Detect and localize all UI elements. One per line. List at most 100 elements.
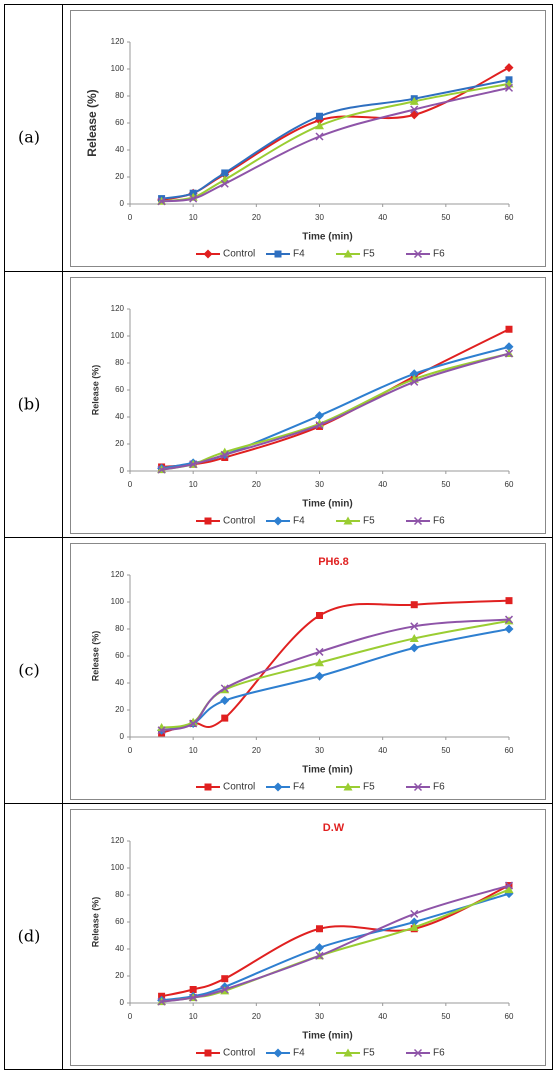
marker [504, 881, 514, 890]
x-tick-label: 50 [441, 1012, 450, 1021]
marker [189, 986, 197, 993]
marker [505, 325, 513, 333]
marker [221, 975, 229, 983]
legend-label: F4 [293, 782, 305, 793]
y-tick-label: 80 [115, 624, 124, 633]
x-tick-label: 30 [315, 1012, 324, 1021]
marker [316, 925, 323, 933]
marker [409, 643, 419, 653]
y-tick-label: 0 [120, 466, 125, 475]
legend-marker [274, 250, 282, 258]
x-tick-label: 20 [252, 213, 261, 222]
panel-label: (c) [18, 661, 39, 680]
marker [504, 83, 514, 92]
marker [504, 63, 514, 73]
x-tick-label: 40 [378, 480, 387, 489]
y-axis-title: Release (%) [85, 89, 99, 156]
chart-frame [70, 277, 546, 534]
y-tick-label: 80 [115, 358, 124, 367]
legend-marker [273, 782, 283, 792]
legend-marker [204, 783, 212, 791]
x-tick-label: 30 [315, 746, 324, 755]
x-tick-label: 30 [315, 480, 324, 489]
legend-marker [343, 516, 353, 525]
legend-marker [413, 516, 423, 526]
marker [315, 121, 324, 130]
legend-label: Control [223, 516, 255, 527]
y-tick-label: 100 [111, 863, 125, 872]
legend-label: F4 [293, 249, 305, 260]
x-tick-label: 60 [505, 1012, 514, 1021]
x-tick-label: 20 [252, 746, 261, 755]
y-tick-label: 40 [115, 412, 124, 421]
y-tick-label: 0 [120, 732, 125, 741]
legend-marker [204, 517, 212, 525]
marker [315, 658, 324, 667]
panel-label: (a) [18, 128, 40, 147]
legend-label: F6 [433, 516, 445, 527]
chart-title: D.W [323, 822, 345, 834]
y-tick-label: 20 [115, 705, 124, 714]
y-tick-label: 100 [111, 331, 125, 340]
y-tick-label: 40 [115, 678, 124, 687]
marker [157, 726, 166, 735]
legend-label: F6 [433, 1048, 445, 1059]
legend-label: F5 [363, 782, 375, 793]
marker [316, 612, 323, 619]
legend-label: F5 [363, 516, 375, 527]
marker [410, 622, 419, 631]
x-tick-label: 20 [252, 480, 261, 489]
marker [189, 460, 198, 469]
y-tick-label: 40 [115, 944, 124, 953]
x-tick-label: 10 [189, 213, 198, 222]
x-axis-title: Time (min) [302, 1031, 352, 1042]
chart-frame [70, 10, 546, 267]
y-axis-title: Release (%) [90, 631, 100, 682]
marker [409, 922, 419, 931]
x-tick-label: 40 [378, 746, 387, 755]
chart-frame [70, 809, 546, 1066]
x-tick-label: 0 [128, 1012, 133, 1021]
y-tick-label: 80 [115, 91, 124, 100]
x-tick-label: 10 [189, 480, 198, 489]
marker [221, 714, 229, 722]
legend-marker [273, 1048, 283, 1058]
x-tick-label: 50 [441, 746, 450, 755]
x-tick-label: 40 [378, 213, 387, 222]
marker [504, 885, 514, 894]
y-axis-title: Release (%) [90, 365, 100, 416]
marker [409, 917, 419, 927]
x-tick-label: 60 [505, 480, 514, 489]
marker [220, 985, 229, 994]
marker [410, 909, 419, 918]
panel-label: (b) [18, 395, 41, 414]
legend-label: F4 [293, 1048, 305, 1059]
marker [189, 993, 198, 1002]
marker [504, 624, 514, 634]
marker [315, 943, 324, 953]
marker [504, 349, 514, 358]
marker [504, 615, 514, 624]
x-tick-label: 60 [505, 746, 514, 755]
y-tick-label: 100 [111, 597, 125, 606]
marker [505, 597, 513, 605]
marker [410, 105, 419, 114]
y-tick-label: 120 [111, 570, 125, 579]
y-tick-label: 60 [115, 917, 124, 926]
legend-label: F6 [433, 782, 445, 793]
marker [316, 112, 323, 120]
marker [410, 377, 419, 386]
legend-marker [204, 1049, 212, 1057]
marker [220, 696, 230, 706]
y-tick-label: 120 [111, 304, 125, 313]
x-tick-label: 50 [441, 480, 450, 489]
marker [315, 647, 324, 656]
marker [409, 633, 419, 642]
legend-marker [413, 249, 423, 259]
chart-title: PH6.8 [318, 556, 349, 568]
legend-marker [273, 516, 283, 526]
x-tick-label: 20 [252, 1012, 261, 1021]
y-tick-label: 60 [115, 118, 124, 127]
y-tick-label: 120 [111, 37, 125, 46]
